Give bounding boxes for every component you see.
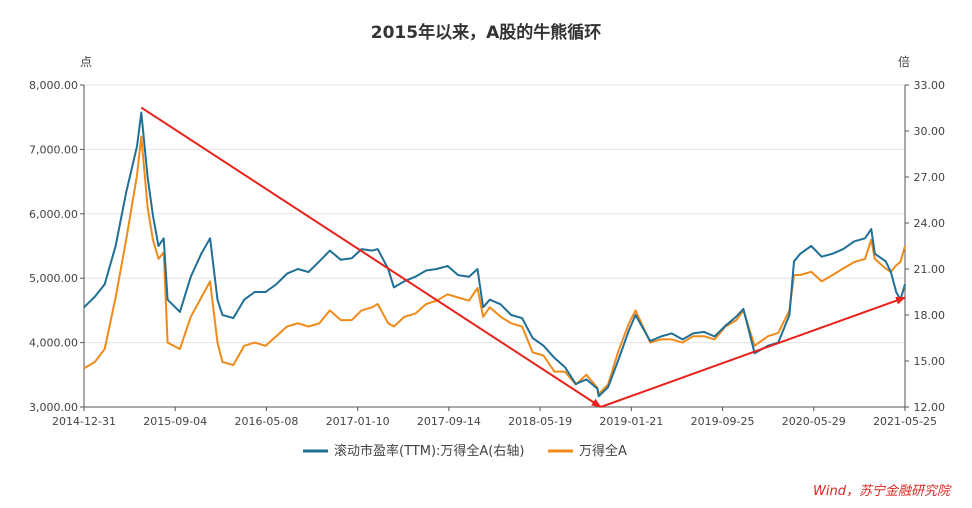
axes [83, 85, 906, 408]
x-tick-label: 2020-05-29 [782, 415, 846, 428]
x-tick-label: 2019-09-25 [691, 415, 755, 428]
y-right-tick-label: 18.00 [914, 309, 946, 322]
y-left-tick-label: 3,000.00 [29, 401, 78, 414]
y-left-tick-label: 8,000.00 [29, 79, 78, 92]
x-tick-label: 2019-01-21 [599, 415, 663, 428]
y-left-tick-label: 4,000.00 [29, 337, 78, 350]
bear-trend-arrow [140, 106, 602, 408]
y-right-tick-label: 12.00 [914, 401, 946, 414]
y-right-ticks: 12.00 15.00 18.00 21.00 24.00 27.00 30.00 33.00 [905, 79, 945, 414]
y-left-tick-label: 6,000.00 [29, 208, 78, 221]
y-left-unit: 点 [80, 55, 92, 69]
y-right-tick-label: 30.00 [914, 125, 946, 138]
x-tick-label: 2017-09-14 [417, 415, 481, 428]
bull-trend-arrow [600, 296, 906, 408]
x-tick-label: 2015-09-04 [143, 415, 207, 428]
x-ticks: 2014-12-31 2015-09-04 2016-05-08 2017-01-10… [52, 407, 937, 428]
chart-title: 2015年以来，A股的牛熊循环 [370, 23, 602, 43]
y-right-tick-label: 27.00 [914, 171, 946, 184]
y-left-ticks: 3,000.00 4,000.00 5,000.00 6,000.00 7,000.00… [29, 79, 84, 414]
x-tick-label: 2014-12-31 [52, 415, 116, 428]
source-note: Wind，苏宁金融研究院 [813, 484, 950, 499]
y-right-tick-label: 21.00 [914, 263, 946, 276]
legend-label-pe: 滚动市盈率(TTM):万得全A(右轴) [334, 443, 524, 459]
y-left-tick-label: 7,000.00 [29, 143, 78, 156]
legend: 滚动市盈率(TTM):万得全A(右轴) 万得全A [303, 443, 627, 459]
x-tick-label: 2018-05-19 [508, 415, 572, 428]
legend-label-index: 万得全A [579, 443, 627, 459]
x-tick-label: 2021-05-25 [873, 415, 937, 428]
y-right-tick-label: 15.00 [914, 355, 946, 368]
x-tick-label: 2016-05-08 [234, 415, 298, 428]
grid-lines [84, 84, 905, 408]
y-left-tick-label: 5,000.00 [29, 272, 78, 285]
trend-arrows [140, 106, 906, 408]
y-right-unit: 倍 [898, 54, 910, 69]
series-line-wind-all-a [83, 135, 906, 396]
y-right-tick-label: 24.00 [914, 217, 946, 230]
x-tick-label: 2017-01-10 [326, 415, 390, 428]
series-lines [83, 111, 906, 398]
y-right-tick-label: 33.00 [914, 79, 946, 92]
series-line-pe-ttm [83, 111, 906, 398]
